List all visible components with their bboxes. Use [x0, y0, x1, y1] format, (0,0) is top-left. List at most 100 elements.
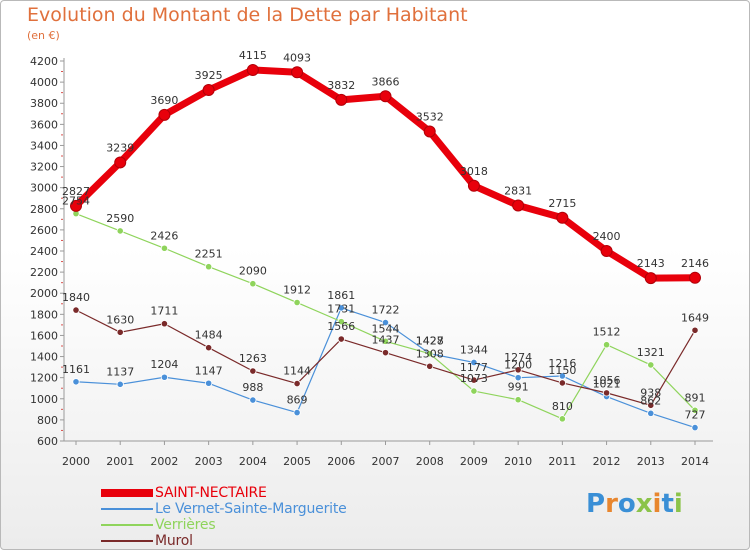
data-point — [116, 328, 124, 336]
data-point — [644, 272, 657, 285]
x-tick-label: 2007 — [372, 455, 400, 468]
data-point — [249, 280, 257, 288]
x-tick-label: 2012 — [593, 455, 621, 468]
data-point — [291, 66, 304, 79]
legend-item: Murol — [101, 533, 347, 549]
data-point — [293, 298, 301, 307]
data-point — [116, 380, 124, 388]
data-label: 3690 — [150, 94, 178, 107]
data-point — [556, 211, 569, 224]
data-point — [691, 423, 699, 432]
data-label: 1630 — [106, 313, 134, 326]
data-point — [246, 63, 259, 76]
data-point — [114, 156, 127, 169]
data-point — [602, 389, 611, 397]
data-point — [379, 90, 392, 103]
x-tick-label: 2014 — [681, 455, 709, 468]
data-label: 1263 — [239, 352, 267, 365]
data-label: 1150 — [548, 364, 576, 377]
chart-subtitle: (en €) — [27, 29, 60, 42]
data-label: 1344 — [460, 343, 488, 356]
data-point — [558, 379, 566, 387]
x-tick-label: 2013 — [637, 455, 665, 468]
data-label: 1177 — [460, 361, 488, 374]
data-point — [514, 396, 522, 404]
data-point — [689, 271, 701, 284]
data-point — [426, 362, 434, 370]
data-label: 3018 — [460, 165, 488, 178]
x-tick-label: 2003 — [195, 455, 223, 468]
x-tick-label: 2009 — [460, 455, 488, 468]
data-label: 862 — [640, 394, 661, 407]
data-label: 1731 — [327, 303, 355, 316]
y-tick-label: 1600 — [30, 329, 58, 342]
y-tick-label: 600 — [37, 435, 58, 448]
data-label: 1216 — [548, 357, 576, 370]
legend-label: Verrières — [155, 517, 216, 533]
data-label: 1544 — [372, 322, 400, 335]
data-point — [647, 361, 655, 369]
y-tick-label: 3600 — [30, 118, 58, 131]
logo-letter: r — [605, 489, 618, 519]
data-label: 3832 — [327, 79, 355, 92]
y-tick-label: 800 — [37, 414, 58, 427]
data-label: 869 — [287, 394, 308, 407]
legend-item: Verrières — [101, 517, 347, 533]
x-tick-label: 2001 — [106, 455, 134, 468]
legend-swatch — [101, 540, 153, 542]
legend-swatch — [101, 508, 153, 510]
data-point — [647, 401, 655, 409]
data-label: 810 — [552, 400, 573, 413]
data-label: 2426 — [150, 229, 178, 242]
data-label: 1566 — [327, 320, 355, 333]
data-point — [381, 318, 390, 327]
data-label: 1144 — [283, 365, 311, 378]
data-label: 1321 — [637, 346, 665, 359]
x-tick-label: 2010 — [504, 455, 532, 468]
y-tick-label: 2400 — [30, 245, 58, 258]
data-label: 2251 — [195, 248, 223, 261]
y-tick-label: 3400 — [30, 139, 58, 152]
data-label: 3532 — [416, 111, 444, 124]
x-tick-label: 2005 — [283, 455, 311, 468]
data-label: 4115 — [239, 49, 267, 62]
logo-letter: t — [661, 489, 674, 519]
data-label: 2146 — [681, 257, 709, 270]
x-tick-label: 2000 — [62, 455, 90, 468]
data-label: 3925 — [195, 69, 223, 82]
data-point — [467, 179, 480, 192]
data-label: 1428 — [416, 335, 444, 348]
y-tick-label: 3800 — [30, 97, 58, 110]
data-point — [72, 378, 80, 386]
data-label: 3866 — [372, 75, 400, 88]
data-point — [293, 379, 301, 388]
data-point — [116, 227, 124, 235]
data-point — [335, 93, 348, 106]
data-point — [691, 406, 699, 414]
legend-label: Murol — [155, 533, 193, 549]
data-point — [558, 372, 566, 380]
x-tick-label: 2011 — [548, 455, 576, 468]
data-label: 2715 — [548, 197, 576, 210]
data-point — [72, 306, 80, 314]
logo-letter: i — [673, 489, 683, 519]
data-label: 2590 — [106, 212, 134, 225]
logo-letter: i — [652, 489, 662, 519]
data-point — [293, 409, 301, 417]
data-label: 1204 — [150, 358, 178, 371]
data-label: 1437 — [372, 334, 400, 347]
data-label: 1308 — [416, 347, 444, 360]
data-point — [381, 337, 390, 345]
data-label: 2400 — [593, 230, 621, 243]
y-tick-label: 2200 — [30, 266, 58, 279]
data-label: 2143 — [637, 257, 665, 270]
y-tick-label: 1400 — [30, 351, 58, 364]
x-tick-label: 2006 — [327, 455, 355, 468]
logo-letter: o — [617, 489, 636, 519]
legend-label: SAINT-NECTAIRE — [155, 485, 267, 501]
data-label: 1840 — [62, 291, 90, 304]
data-point — [337, 304, 345, 312]
data-point — [381, 349, 390, 357]
data-point — [249, 396, 257, 404]
